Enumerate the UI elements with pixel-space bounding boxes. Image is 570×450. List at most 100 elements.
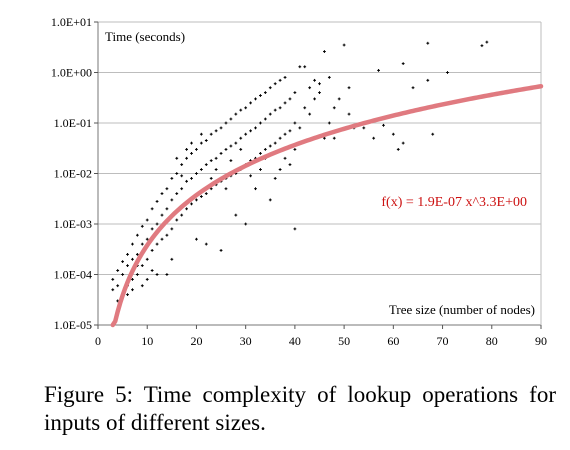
data-point [155, 242, 159, 246]
data-point [268, 144, 272, 148]
data-point [298, 126, 302, 130]
data-point [249, 101, 252, 105]
data-point [195, 148, 198, 151]
data-point [224, 187, 228, 191]
data-point [135, 273, 139, 276]
data-point [199, 141, 203, 145]
data-point [121, 273, 125, 276]
data-point [318, 82, 321, 86]
data-point [209, 176, 213, 180]
data-point [145, 218, 149, 222]
y-tick-label: 1.0E-03 [54, 217, 92, 231]
data-point [288, 129, 292, 133]
data-point [273, 176, 277, 180]
data-point [254, 97, 257, 101]
data-point [411, 86, 415, 90]
data-point [308, 86, 312, 90]
data-point [175, 192, 179, 195]
fit-equation-label: f(x) = 1.9E-07 x^3.3E+00 [381, 195, 527, 210]
data-point [219, 249, 223, 252]
data-point [219, 126, 223, 130]
data-point [372, 136, 376, 140]
data-point [278, 106, 282, 110]
data-point [185, 207, 188, 211]
data-point [160, 213, 164, 217]
data-point [116, 269, 120, 272]
data-point [219, 152, 223, 155]
data-point [126, 253, 129, 256]
y-tick-label: 1.0E-02 [54, 167, 92, 181]
data-point [131, 277, 134, 281]
data-point [377, 69, 380, 72]
data-point [204, 163, 208, 167]
data-point [288, 97, 292, 101]
data-point [116, 284, 120, 288]
data-point [180, 174, 184, 178]
data-point [199, 195, 203, 198]
data-point [135, 253, 139, 256]
data-point [244, 106, 248, 110]
y-tick-label: 1.0E-04 [54, 268, 92, 282]
data-point [155, 273, 159, 276]
data-point [155, 200, 159, 203]
data-point [229, 117, 233, 121]
data-point [165, 187, 169, 191]
data-point [131, 242, 134, 246]
figure-caption: Figure 5: Time complexity of lookup oper… [44, 382, 556, 435]
data-point [214, 156, 218, 160]
fit-curve-group [110, 84, 544, 328]
data-point [337, 97, 341, 101]
data-point [165, 207, 169, 211]
data-point [249, 174, 252, 178]
x-tick-label: 90 [535, 334, 547, 348]
data-point [140, 242, 144, 246]
x-tick-label: 60 [387, 334, 399, 348]
scatter-chart: 0 10 20 30 40 50 60 70 80 90 1.0E-051.0E-041.0E-0… [51, 15, 547, 348]
data-point [485, 40, 489, 44]
data-point [303, 65, 307, 69]
data-point [342, 43, 346, 47]
y-axis-label: Time (seconds) [105, 29, 185, 44]
data-point [131, 288, 134, 292]
data-point [347, 112, 351, 116]
data-point [145, 257, 149, 261]
y-tick-label: 1.0E-05 [54, 318, 92, 332]
data-point [259, 121, 262, 125]
data-point [209, 159, 213, 163]
data-point [195, 237, 198, 241]
data-point [214, 129, 218, 133]
data-point [318, 91, 321, 94]
data-point [259, 94, 262, 97]
data-point [401, 62, 405, 66]
data-point [145, 277, 149, 281]
data-point [199, 132, 203, 136]
data-point [259, 152, 262, 155]
data-point [391, 132, 395, 136]
y-tick-label: 1.0E+01 [51, 15, 92, 29]
data-point [111, 288, 115, 292]
x-axis-label: Tree size (number of nodes) [389, 302, 535, 317]
data-point [278, 78, 282, 82]
y-tick-label: 1.0E+00 [51, 66, 92, 80]
data-point [140, 264, 144, 268]
data-point [239, 136, 243, 140]
data-point [170, 227, 174, 231]
data-point [199, 168, 203, 171]
data-point [278, 136, 282, 140]
x-tick-label: 70 [437, 334, 449, 348]
data-point [175, 172, 179, 175]
data-point [214, 168, 218, 171]
data-point [426, 78, 430, 82]
data-point [327, 121, 331, 125]
data-point [190, 176, 193, 180]
data-point [180, 187, 184, 191]
data-point [190, 202, 193, 206]
data-point [313, 78, 316, 82]
data-point [323, 136, 326, 140]
data-point [145, 237, 149, 241]
data-point [126, 264, 129, 268]
data-point [303, 106, 307, 110]
data-point [249, 129, 252, 133]
data-point [180, 163, 184, 167]
data-point [170, 198, 174, 202]
